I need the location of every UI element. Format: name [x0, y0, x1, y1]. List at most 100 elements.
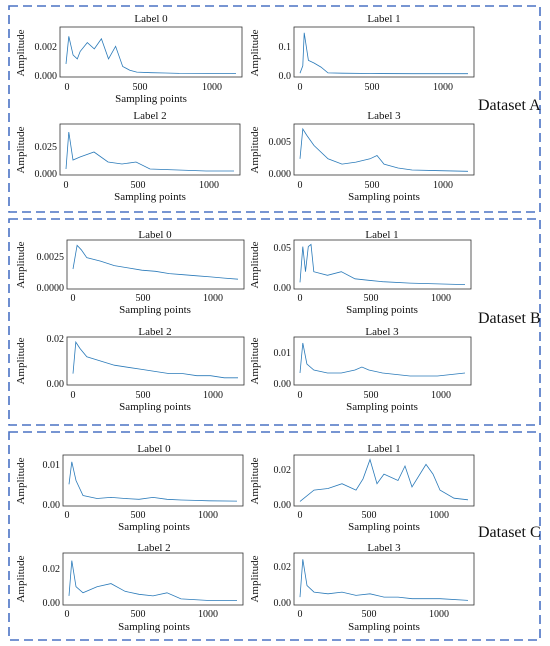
chart-title: Label 3 [367, 542, 401, 554]
y-axis-label: Amplitude [15, 337, 27, 384]
y-tick-label: 0.00 [274, 598, 292, 609]
y-tick-label: 0.00 [47, 379, 65, 390]
chart-title: Label 1 [365, 229, 398, 241]
y-tick-label: 0.000 [35, 71, 58, 82]
signal-line [72, 244, 239, 280]
y-tick-label: 0.1 [279, 42, 292, 53]
chart-title: Label 1 [367, 443, 400, 455]
signal-line [299, 243, 466, 285]
plot-frame [59, 26, 243, 78]
y-tick-label: 0.02 [43, 564, 61, 575]
plot-frame [62, 454, 244, 507]
x-axis-label: Sampling points [118, 521, 190, 533]
chart-title: Label 2 [138, 326, 171, 338]
signal-line [299, 342, 466, 377]
dataset-c-name: Dataset C [478, 524, 541, 541]
signal-line [68, 560, 237, 601]
chart-b-label-2: Label 2 Amplitude 0.00 0.02 0 500 1000 S… [15, 326, 245, 413]
y-tick-label: 0.00 [43, 500, 61, 511]
y-axis-label: Amplitude [249, 29, 261, 76]
y-axis-label: Amplitude [249, 126, 261, 173]
x-axis-label: Sampling points [115, 93, 187, 105]
y-tick-label: 0.002 [35, 42, 58, 53]
x-tick-label: 0 [298, 82, 303, 93]
dataset-c-frame [8, 431, 541, 641]
x-tick-label: 500 [365, 180, 380, 191]
x-tick-label: 1000 [198, 510, 218, 521]
y-axis-label: Amplitude [249, 337, 261, 384]
plot-frame [293, 123, 475, 176]
chart-b-label-1: Label 1 Amplitude 0.00 0.05 0 500 1000 S… [249, 229, 472, 316]
y-tick-label: 0.01 [43, 460, 61, 471]
x-tick-label: 0 [71, 293, 76, 304]
signal-line [299, 559, 469, 601]
y-tick-label: 0.025 [35, 142, 58, 153]
x-tick-label: 1000 [429, 609, 449, 620]
x-axis-label: Sampling points [118, 621, 190, 633]
y-tick-label: 0.005 [269, 137, 292, 148]
y-tick-label: 0.05 [274, 243, 292, 254]
x-tick-label: 500 [131, 510, 146, 521]
x-tick-label: 0 [65, 609, 70, 620]
chart-title: Label 3 [365, 326, 399, 338]
signal-line [299, 127, 469, 172]
x-axis-label: Sampling points [348, 621, 420, 633]
chart-a-label-1: Label 1 Amplitude 0.0 0.1 0 500 1000 [249, 13, 475, 93]
chart-c-label-2: Label 2 Amplitude 0.00 0.02 0 500 1000 S… [15, 542, 244, 633]
plot-frame [293, 26, 475, 78]
y-tick-label: 0.0025 [37, 252, 65, 263]
x-tick-label: 0 [298, 609, 303, 620]
plot-frame [62, 552, 244, 606]
chart-c-label-0: Label 0 Amplitude 0.00 0.01 0 500 1000 S… [15, 443, 244, 533]
y-tick-label: 0.02 [47, 334, 65, 345]
x-axis-label: Sampling points [346, 304, 418, 316]
x-tick-label: 500 [362, 609, 377, 620]
x-axis-label: Sampling points [348, 521, 420, 533]
x-tick-label: 0 [298, 180, 303, 191]
x-tick-label: 1000 [198, 609, 218, 620]
x-tick-label: 500 [131, 609, 146, 620]
chart-a-label-0: Label 0 Amplitude 0.000 0.002 0 500 1000… [15, 13, 243, 105]
chart-c-label-1: Label 1 Amplitude 0.00 0.02 0 500 1000 S… [249, 443, 475, 533]
x-tick-label: 1000 [429, 510, 449, 521]
x-tick-label: 1000 [202, 82, 222, 93]
y-axis-label: Amplitude [249, 555, 261, 602]
x-tick-label: 500 [364, 293, 379, 304]
signal-line [72, 340, 238, 379]
x-axis-label: Sampling points [346, 401, 418, 413]
y-axis-label: Amplitude [15, 126, 27, 173]
y-tick-label: 0.00 [43, 598, 61, 609]
y-axis-label: Amplitude [15, 241, 27, 288]
y-tick-label: 0.000 [35, 169, 58, 180]
y-tick-label: 0.00 [274, 283, 292, 294]
x-tick-label: 500 [364, 390, 379, 401]
y-tick-label: 0.0 [279, 71, 292, 82]
signal-line [299, 32, 468, 75]
x-tick-label: 1000 [203, 390, 223, 401]
plot-frame [293, 239, 472, 290]
x-tick-label: 0 [65, 510, 70, 521]
x-tick-label: 0 [71, 390, 76, 401]
y-tick-label: 0.00 [274, 500, 292, 511]
y-axis-label: Amplitude [15, 555, 27, 602]
x-tick-label: 1000 [203, 293, 223, 304]
x-tick-label: 0 [298, 390, 303, 401]
plot-frame [293, 454, 475, 507]
x-tick-label: 500 [136, 293, 151, 304]
x-tick-label: 1000 [433, 82, 453, 93]
plot-frame [66, 336, 245, 386]
signal-line [299, 458, 469, 502]
x-tick-label: 0 [298, 510, 303, 521]
x-tick-label: 0 [298, 293, 303, 304]
x-tick-label: 500 [365, 82, 380, 93]
y-tick-label: 0.0000 [37, 283, 65, 294]
y-tick-label: 0.02 [274, 562, 292, 573]
x-axis-label: Sampling points [119, 401, 191, 413]
chart-c-label-3: Label 3 Amplitude 0.00 0.02 0 500 1000 S… [249, 542, 475, 633]
chart-title: Label 1 [367, 13, 400, 25]
chart-title: Label 0 [137, 443, 171, 455]
x-tick-label: 1000 [199, 180, 219, 191]
chart-b-label-3: Label 3 Amplitude 0.00 0.01 0 500 1000 S… [249, 326, 472, 413]
x-tick-label: 500 [131, 180, 146, 191]
